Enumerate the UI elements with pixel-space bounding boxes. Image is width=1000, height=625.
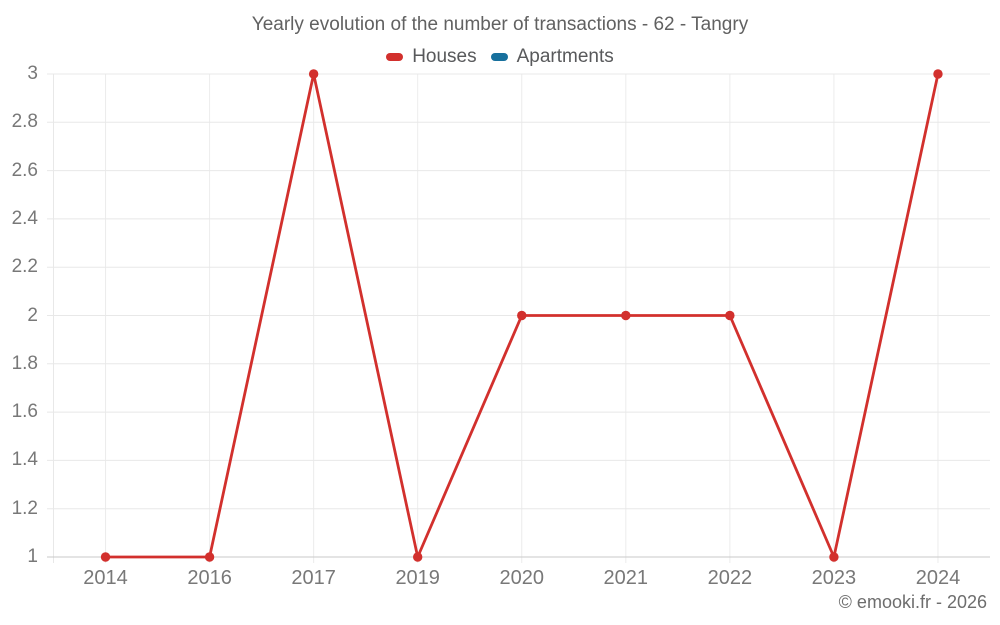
legend-swatch-icon <box>386 53 404 61</box>
x-axis-tick-label: 2020 <box>499 567 545 589</box>
data-point-houses[interactable] <box>933 69 943 79</box>
legend-swatch-icon <box>490 53 508 61</box>
data-point-houses[interactable] <box>100 552 111 562</box>
x-axis-tick-label: 2023 <box>811 567 857 589</box>
legend-label: Houses <box>412 46 477 67</box>
x-axis-tick-label: 2022 <box>707 567 753 589</box>
x-axis-tick-label: 2016 <box>187 567 232 589</box>
legend-label: Apartments <box>516 46 614 67</box>
data-point-houses[interactable] <box>308 69 319 79</box>
chart-legend: Houses Apartments <box>0 45 1000 69</box>
y-axis-tick-label: 1.6 <box>11 401 38 423</box>
y-axis-tick-label: 2.6 <box>11 159 38 181</box>
y-axis-tick-label: 3 <box>27 63 38 84</box>
x-axis-tick-label: 2017 <box>291 567 336 589</box>
x-axis-tick-label: 2019 <box>395 567 440 589</box>
y-axis-tick-label: 2 <box>27 304 38 326</box>
legend-item-apartments[interactable]: Apartments <box>490 45 614 69</box>
y-axis-tick-label: 1.4 <box>11 449 38 471</box>
x-axis-tick-label: 2014 <box>83 567 128 589</box>
data-point-houses[interactable] <box>517 310 527 321</box>
data-point-houses[interactable] <box>412 552 423 562</box>
y-axis-tick-label: 1.8 <box>11 352 38 374</box>
data-point-houses[interactable] <box>725 310 735 321</box>
copyright-watermark: © emooki.fr - 2026 <box>838 592 987 612</box>
y-axis-tick-label: 2.2 <box>11 256 38 278</box>
y-axis-tick-label: 1 <box>27 546 38 567</box>
y-axis-tick-label: 2.8 <box>11 111 38 133</box>
x-axis-tick-label: 2024 <box>915 567 961 589</box>
y-axis-tick-label: 2.4 <box>11 207 38 229</box>
legend-item-houses[interactable]: Houses <box>386 45 477 69</box>
chart-title: Yearly evolution of the number of transa… <box>251 14 749 35</box>
x-axis-tick-label: 2021 <box>603 567 649 589</box>
data-point-houses[interactable] <box>621 310 631 321</box>
data-point-houses[interactable] <box>204 552 215 562</box>
y-axis-tick-label: 1.2 <box>11 497 38 519</box>
data-point-houses[interactable] <box>829 552 839 562</box>
